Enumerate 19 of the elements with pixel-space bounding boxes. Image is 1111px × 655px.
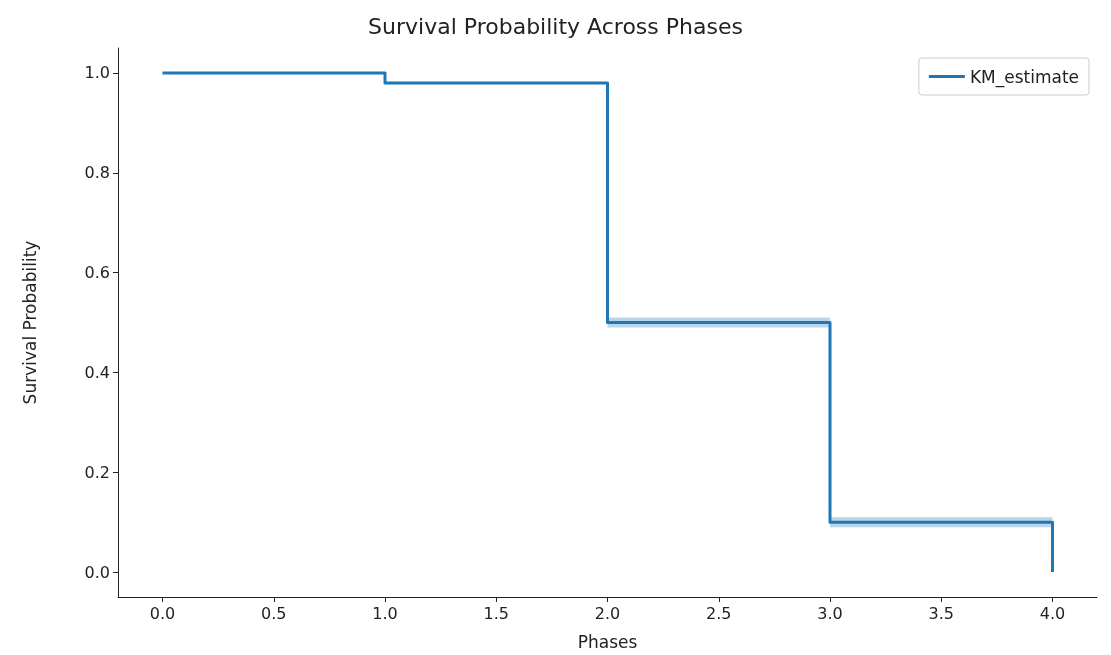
y-tick-label: 0.0 bbox=[84, 562, 110, 582]
x-tick-label: 2.0 bbox=[594, 603, 621, 623]
x-tick-label: 1.5 bbox=[483, 603, 509, 623]
x-tick-label: 2.5 bbox=[706, 603, 732, 623]
y-tick-label: 0.6 bbox=[84, 263, 110, 283]
legend-label: KM_estimate bbox=[969, 66, 1079, 88]
y-tick-label: 0.4 bbox=[84, 362, 110, 382]
y-axis-title: Survival Probability bbox=[19, 240, 40, 405]
x-tick-label: 3.0 bbox=[817, 603, 843, 623]
x-axis-title: Phases bbox=[577, 631, 638, 652]
x-tick-label: 1.0 bbox=[372, 603, 398, 623]
x-tick-label: 0.0 bbox=[149, 603, 176, 623]
chart-title: Survival Probability Across Phases bbox=[368, 13, 743, 39]
y-tick-label: 0.8 bbox=[84, 163, 110, 183]
x-tick-label: 0.5 bbox=[261, 603, 287, 623]
y-tick-label: 1.0 bbox=[84, 63, 110, 83]
x-tick-label: 4.0 bbox=[1039, 603, 1066, 623]
y-tick-label: 0.2 bbox=[84, 462, 110, 482]
x-tick-label: 3.5 bbox=[928, 603, 954, 623]
